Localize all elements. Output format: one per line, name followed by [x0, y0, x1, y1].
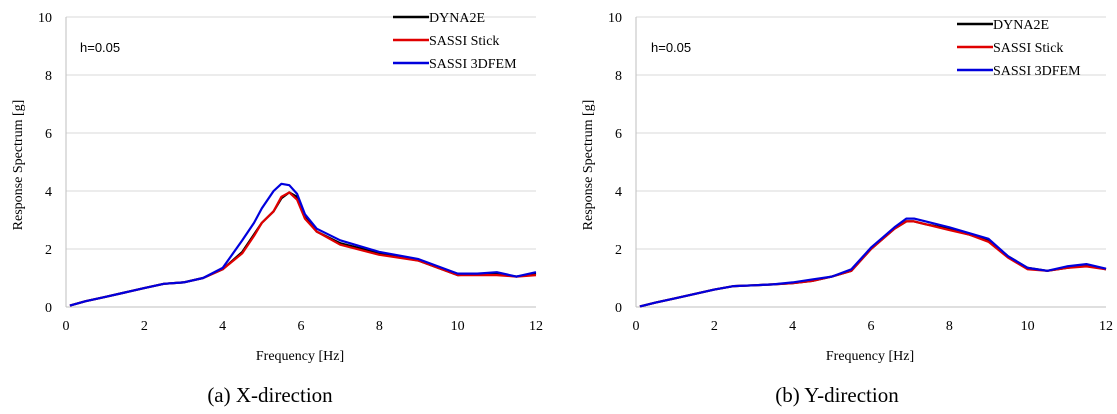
- x-tick-label: 6: [298, 319, 305, 334]
- x-tick-label: 8: [946, 319, 953, 334]
- y-tick-label: 8: [45, 69, 52, 84]
- y-tick-label: 4: [615, 185, 622, 200]
- series-line-sassi-3dfem: [639, 217, 1107, 308]
- chart-y-gridlines: [636, 16, 1106, 250]
- chart-y-ylabel: Response Spectrum [g]: [581, 100, 596, 231]
- y-tick-label: 6: [615, 127, 622, 142]
- chart-y-series: [639, 217, 1107, 308]
- legend-label: SASSI 3DFEM: [993, 64, 1081, 79]
- x-tick-label: 10: [1021, 319, 1035, 334]
- chart-y-caption: (b) Y-direction: [775, 383, 899, 407]
- series-line-sassi-stick: [639, 220, 1107, 308]
- x-tick-label: 4: [789, 319, 796, 334]
- chart-x-ylabel: Response Spectrum [g]: [11, 100, 26, 231]
- chart-y-direction: 0 2 4 6 8 10 0 2 4 6 8 10 12 h=0.05 DYNA2E SASSI Stic…: [581, 11, 1113, 407]
- chart-x-gridlines: [66, 16, 536, 250]
- x-tick-label: 6: [868, 319, 875, 334]
- chart-y-legend: DYNA2E SASSI Stick SASSI 3DFEM: [957, 18, 1081, 79]
- x-tick-label: 10: [451, 319, 465, 334]
- x-tick-label: 0: [633, 319, 640, 334]
- x-tick-label: 12: [1099, 319, 1113, 334]
- chart-x-xlabel: Frequency [Hz]: [256, 349, 344, 364]
- x-tick-label: 4: [219, 319, 226, 334]
- y-tick-label: 10: [608, 11, 622, 26]
- chart-x-damping-annotation: h=0.05: [80, 40, 120, 55]
- chart-x-direction: 0 2 4 6 8 10 0 2 4 6 8 10 12 h=0.05 DYNA2E SASSI Stic…: [11, 11, 543, 407]
- y-tick-label: 2: [45, 243, 52, 258]
- chart-x-axes: [65, 17, 536, 308]
- x-tick-label: 0: [63, 319, 70, 334]
- legend-label: SASSI 3DFEM: [429, 57, 517, 72]
- series-line-sassi-3dfem: [69, 182, 537, 307]
- y-tick-label: 10: [38, 11, 52, 26]
- x-tick-label: 2: [711, 319, 718, 334]
- chart-x-legend: DYNA2E SASSI Stick SASSI 3DFEM: [393, 11, 517, 72]
- legend-label: DYNA2E: [429, 11, 485, 26]
- chart-y-axes: [635, 17, 1106, 308]
- y-tick-label: 4: [45, 185, 52, 200]
- chart-y-xlabel: Frequency [Hz]: [826, 349, 914, 364]
- legend-label: DYNA2E: [993, 18, 1049, 33]
- chart-x-series: [69, 182, 537, 307]
- legend-label: SASSI Stick: [429, 34, 499, 49]
- series-line-dyna2e: [639, 220, 1107, 308]
- y-tick-label: 8: [615, 69, 622, 84]
- chart-x-caption: (a) X-direction: [207, 383, 333, 407]
- chart-x-ticks: 0 2 4 6 8 10 0 2 4 6 8 10 12: [38, 11, 543, 334]
- chart-y-damping-annotation: h=0.05: [651, 40, 691, 55]
- y-tick-label: 0: [45, 301, 52, 316]
- y-tick-label: 6: [45, 127, 52, 142]
- y-tick-label: 0: [615, 301, 622, 316]
- x-tick-label: 12: [529, 319, 543, 334]
- y-tick-label: 2: [615, 243, 622, 258]
- x-tick-label: 8: [376, 319, 383, 334]
- legend-label: SASSI Stick: [993, 41, 1063, 56]
- x-tick-label: 2: [141, 319, 148, 334]
- chart-y-ticks: 0 2 4 6 8 10 0 2 4 6 8 10 12: [608, 11, 1113, 334]
